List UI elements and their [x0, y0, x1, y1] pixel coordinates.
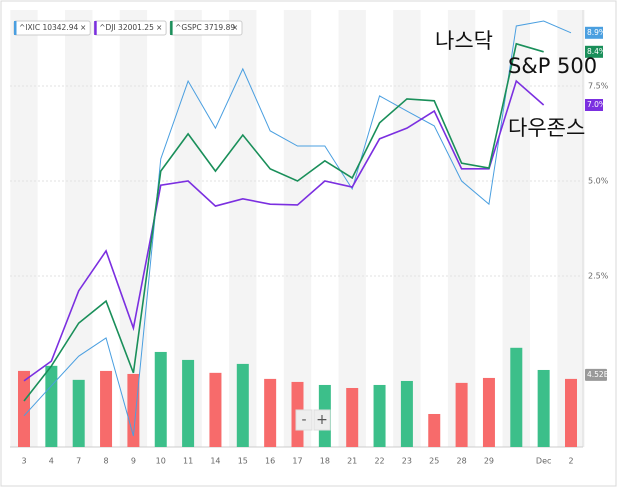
x-tick-label: 8	[104, 457, 109, 466]
column-stripe	[283, 10, 312, 447]
volume-bar	[127, 373, 140, 447]
series-line	[23, 20, 572, 437]
legend-close[interactable]: ×	[156, 23, 162, 32]
end-label-badge	[585, 26, 603, 39]
end-label-badge	[585, 45, 603, 58]
zoom-button[interactable]	[313, 409, 331, 431]
x-tick-label: 14	[210, 457, 220, 466]
y2-tick-badge	[585, 368, 607, 381]
legend-label: ^GSPC 3719.89	[175, 23, 235, 32]
x-tick-label: 29	[484, 457, 494, 466]
volume-bar	[455, 382, 468, 447]
x-tick-label: 11	[183, 457, 193, 466]
end-label: 8.4%	[587, 47, 606, 56]
y-tick-label: 5.0%	[588, 177, 609, 186]
x-tick-label: 4	[49, 457, 54, 466]
volume-bar	[373, 384, 386, 447]
volume-bar	[100, 370, 113, 447]
x-tick-label: 7	[76, 457, 81, 466]
volume-bar	[154, 351, 167, 447]
x-tick-label: 22	[374, 457, 384, 466]
end-label: 8.9%	[587, 28, 606, 37]
series-line	[23, 42, 544, 402]
column-stripe	[393, 10, 421, 447]
volume-bar	[264, 378, 277, 447]
x-tick-label: 18	[320, 457, 330, 466]
x-tick-label: 25	[429, 457, 439, 466]
volume-bar	[182, 359, 195, 447]
zoom-button[interactable]	[295, 409, 313, 431]
legend-label: ^DJI 32001.25	[99, 23, 154, 32]
legend-swatch	[170, 21, 173, 35]
volume-bar	[510, 347, 523, 447]
volume-bar	[209, 372, 222, 447]
x-tick-label: 21	[347, 457, 357, 466]
legend-label: ^IXIC 10342.94	[19, 23, 78, 32]
x-tick-label: 9	[131, 457, 136, 466]
legend-close[interactable]: ×	[80, 23, 86, 32]
volume-bar	[537, 369, 550, 447]
zoom-button-label[interactable]: -	[301, 412, 306, 428]
legend-close[interactable]: ×	[232, 23, 238, 32]
column-stripe	[338, 10, 366, 447]
series-line	[23, 79, 545, 382]
x-tick-label: 3	[21, 457, 26, 466]
volume-bar	[482, 377, 495, 447]
end-label-badge	[585, 99, 603, 111]
volume-bar	[18, 370, 30, 447]
x-tick-label: 23	[402, 457, 412, 466]
volume-bar	[45, 365, 58, 447]
y2-tick-label: 4.52B	[587, 370, 609, 379]
legend-swatch	[14, 21, 17, 35]
column-stripe	[557, 10, 585, 447]
legend-swatch	[94, 21, 97, 35]
volume-bar	[565, 378, 577, 447]
x-tick-label: 10	[156, 457, 166, 466]
x-tick-label: 15	[238, 457, 248, 466]
annotation: S&P 500	[508, 54, 597, 78]
column-stripe	[447, 10, 476, 447]
volume-bar	[236, 363, 249, 447]
volume-bar	[346, 387, 359, 447]
end-label: 7.0%	[587, 100, 606, 109]
zoom-button-label[interactable]: +	[316, 412, 328, 428]
x-tick-label: Dec	[536, 457, 551, 466]
volume-bar	[428, 413, 441, 447]
x-tick-label: 28	[457, 457, 467, 466]
x-tick-label: 2	[568, 457, 573, 466]
x-tick-label: 16	[265, 457, 275, 466]
y-tick-label: 2.5%	[588, 272, 609, 281]
volume-bar	[72, 379, 85, 447]
column-stripe	[65, 10, 93, 447]
volume-bar	[400, 380, 413, 447]
annotation: 다우존스	[508, 116, 585, 140]
y-tick-label: 7.5%	[588, 82, 609, 91]
annotation: 나스닥	[435, 29, 493, 53]
x-tick-label: 17	[292, 457, 302, 466]
